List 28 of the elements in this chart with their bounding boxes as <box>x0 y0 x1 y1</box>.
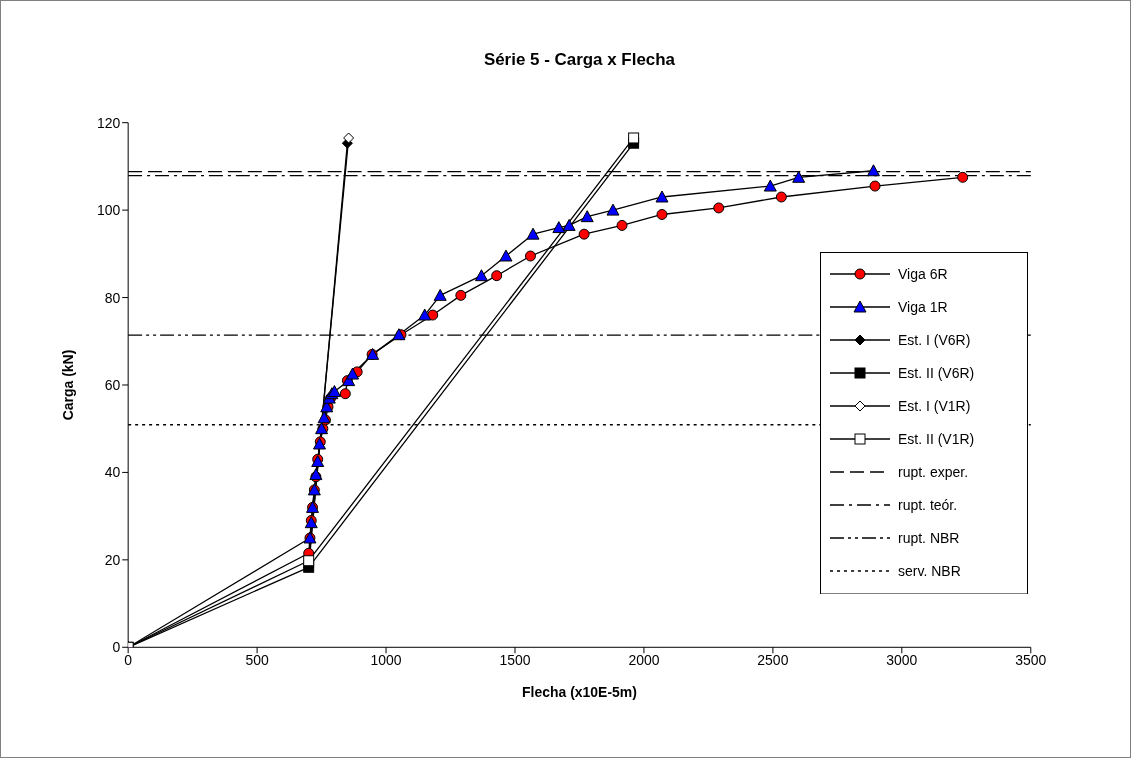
legend-label: serv. NBR <box>898 563 961 579</box>
legend-label: Viga 1R <box>898 299 948 315</box>
y-tick-label: 0 <box>112 639 121 656</box>
y-tick-label: 80 <box>104 289 121 306</box>
y-axis-title: Carga (kN) <box>60 349 77 421</box>
legend-label: Viga 6R <box>898 266 948 282</box>
legend-label: rupt. exper. <box>898 464 969 480</box>
x-tick-label: 2500 <box>757 652 789 669</box>
chart-title: Série 5 - Carga x Flecha <box>483 49 676 69</box>
x-tick-label: 1000 <box>370 652 402 669</box>
y-tick-label: 100 <box>96 202 121 219</box>
y-tick-label: 40 <box>104 464 121 481</box>
x-tick-label: 500 <box>245 652 269 669</box>
legend-label: Est. I (V6R) <box>898 332 971 348</box>
x-tick-label: 3000 <box>886 652 918 669</box>
x-axis-title: Flecha (x10E-5m) <box>522 684 637 701</box>
legend-label: Est. II (V6R) <box>898 365 975 381</box>
legend-label: Est. II (V1R) <box>898 431 975 447</box>
y-tick-label: 60 <box>104 376 121 393</box>
x-tick-label: 0 <box>124 652 133 669</box>
legend-label: Est. I (V1R) <box>898 398 971 414</box>
x-tick-label: 2000 <box>628 652 660 669</box>
legend-label: rupt. NBR <box>898 530 960 546</box>
legend-label: rupt. teór. <box>898 497 958 513</box>
x-tick-label: 1500 <box>499 652 531 669</box>
y-tick-label: 20 <box>104 551 121 568</box>
x-tick-label: 3500 <box>1015 652 1047 669</box>
y-tick-label: 120 <box>96 114 121 131</box>
